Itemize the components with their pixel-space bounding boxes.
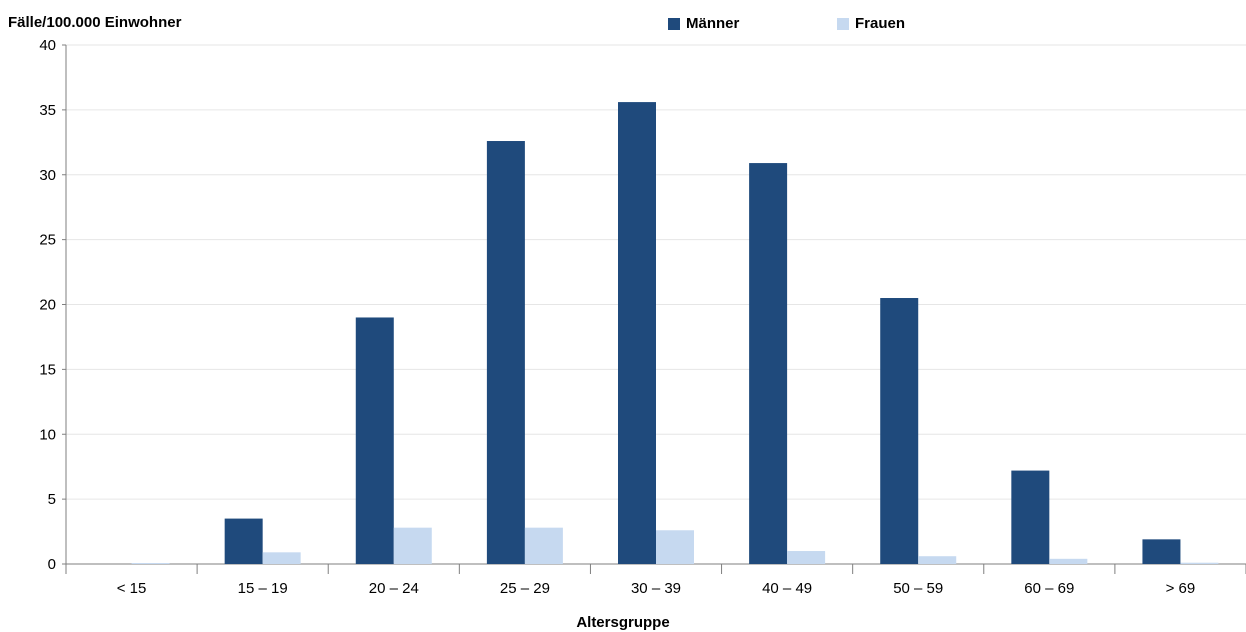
x-tick-label: < 15 [117, 580, 147, 597]
legend-label-frauen: Frauen [855, 15, 906, 32]
bar-maenner [224, 518, 263, 564]
x-tick-label: 60 – 69 [1024, 580, 1074, 597]
x-tick-label: 20 – 24 [369, 580, 419, 597]
y-axis-title: Fälle/100.000 Einwohner [8, 14, 182, 31]
bar-frauen [656, 530, 694, 564]
bar-maenner [618, 102, 656, 564]
y-tick-label: 5 [48, 491, 56, 508]
bar-frauen [1049, 558, 1088, 564]
bar-maenner [486, 141, 525, 564]
y-tick-label: 30 [39, 167, 56, 184]
bar-frauen [393, 527, 432, 564]
y-tick-label: 10 [39, 426, 56, 443]
bar-frauen [262, 552, 301, 564]
bar-maenner [1011, 470, 1050, 564]
bar-maenner [355, 317, 394, 564]
x-tick-label: > 69 [1166, 580, 1196, 597]
x-tick-label: 50 – 59 [893, 580, 943, 597]
x-tick-label: 15 – 19 [238, 580, 288, 597]
x-tick-label: 25 – 29 [500, 580, 550, 597]
bar-frauen [1180, 562, 1219, 564]
legend-label-maenner: Männer [686, 15, 740, 32]
bar-frauen [131, 563, 170, 564]
bar-frauen [787, 551, 826, 564]
legend-swatch-maenner [668, 17, 680, 30]
bar-maenner [880, 298, 919, 564]
y-tick-label: 20 [39, 297, 56, 314]
y-tick-label: 15 [39, 361, 56, 378]
y-tick-label: 25 [39, 232, 56, 249]
legend-swatch-frauen [837, 17, 849, 30]
x-tick-label: 40 – 49 [762, 580, 812, 597]
x-axis-title: Altersgruppe [576, 614, 670, 631]
bar-frauen [524, 527, 563, 564]
bar-maenner [749, 163, 788, 564]
bar-maenner [1142, 539, 1181, 564]
y-tick-label: 0 [48, 556, 56, 573]
legend-item-maenner: Männer [668, 15, 739, 32]
y-tick-label: 40 [39, 37, 56, 54]
x-tick-label: 30 – 39 [631, 580, 681, 597]
bar-frauen [918, 556, 957, 564]
y-tick-label: 35 [39, 102, 56, 119]
legend-item-frauen: Frauen [837, 15, 905, 32]
